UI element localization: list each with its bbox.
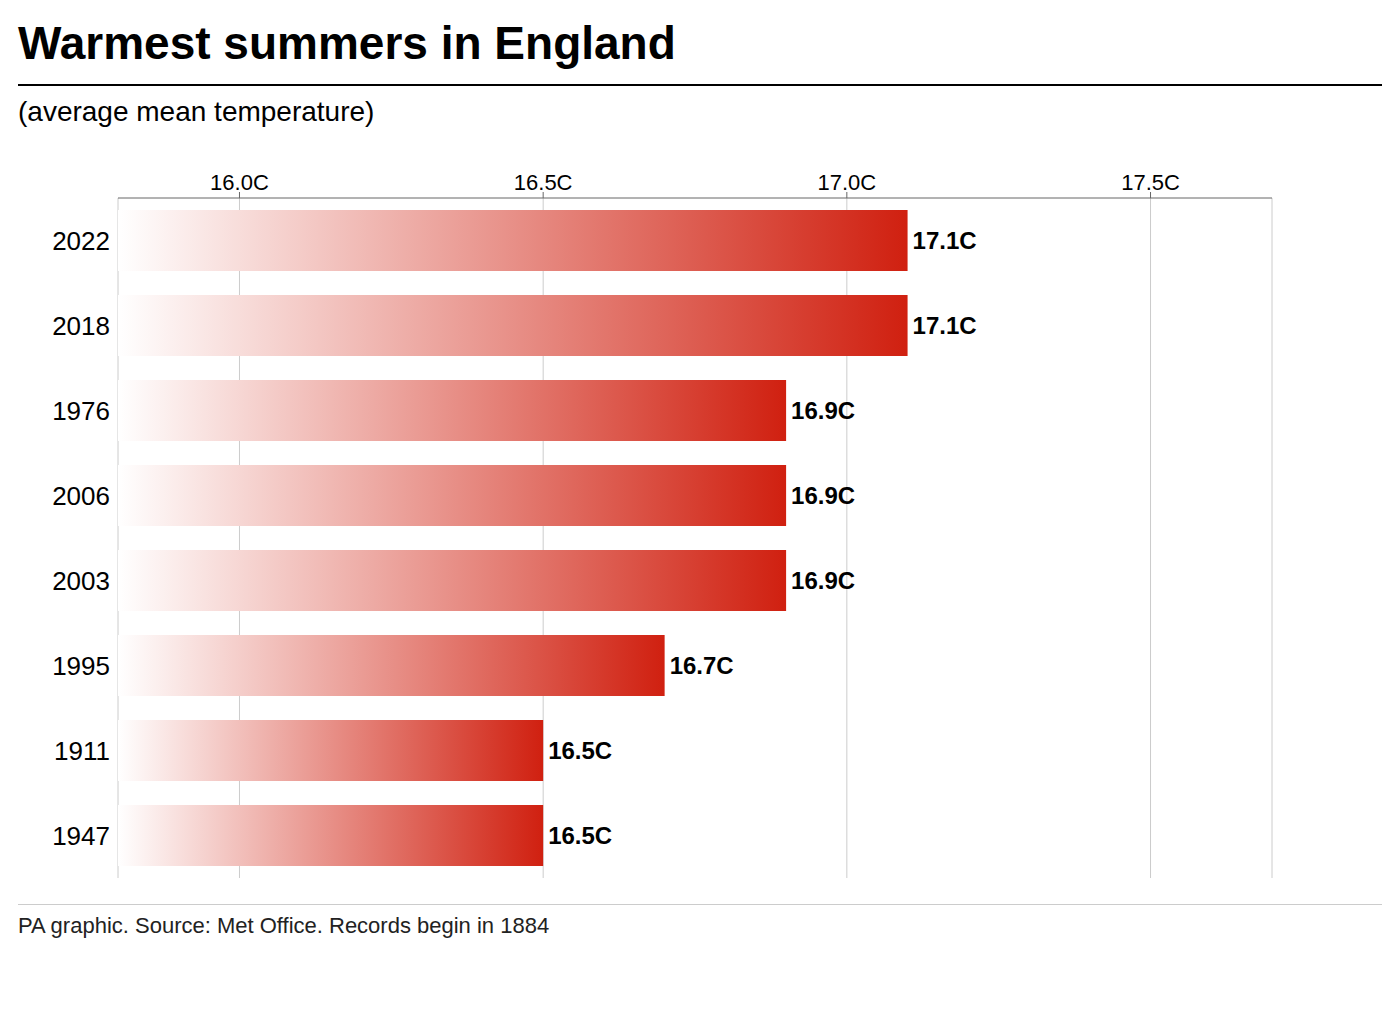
html-text:(average mean temperature): (average mean temperature) (18, 96, 375, 127)
html-text:PA graphic. Source: Met Office: PA graphic. Source: Met Office. Records … (18, 913, 550, 938)
svg-text:16.0C: 16.0C (210, 170, 269, 195)
svg-text:17.0C: 17.0C (817, 170, 876, 195)
svg-text:16.5C: 16.5C (548, 737, 612, 764)
svg-text:16.5C: 16.5C (514, 170, 573, 195)
svg-text:1976: 1976 (52, 396, 110, 426)
svg-text:2006: 2006 (52, 481, 110, 511)
html-text:Warmest summers in England: Warmest summers in England (18, 17, 676, 69)
svg-text:16.9C: 16.9C (791, 567, 855, 594)
svg-text:17.5C: 17.5C (1121, 170, 1180, 195)
svg-text:16.7C: 16.7C (670, 652, 734, 679)
svg-text:2018: 2018 (52, 311, 110, 341)
svg-text:16.9C: 16.9C (791, 397, 855, 424)
svg-text:1995: 1995 (52, 651, 110, 681)
svg-text:17.1C: 17.1C (913, 312, 977, 339)
svg-text:1911: 1911 (54, 736, 110, 766)
svg-text:2003: 2003 (52, 566, 110, 596)
svg-text:2022: 2022 (52, 226, 110, 256)
svg-text:1947: 1947 (52, 821, 110, 851)
svg-text:16.9C: 16.9C (791, 482, 855, 509)
svg-text:16.5C: 16.5C (548, 822, 612, 849)
svg-text:17.1C: 17.1C (913, 227, 977, 254)
